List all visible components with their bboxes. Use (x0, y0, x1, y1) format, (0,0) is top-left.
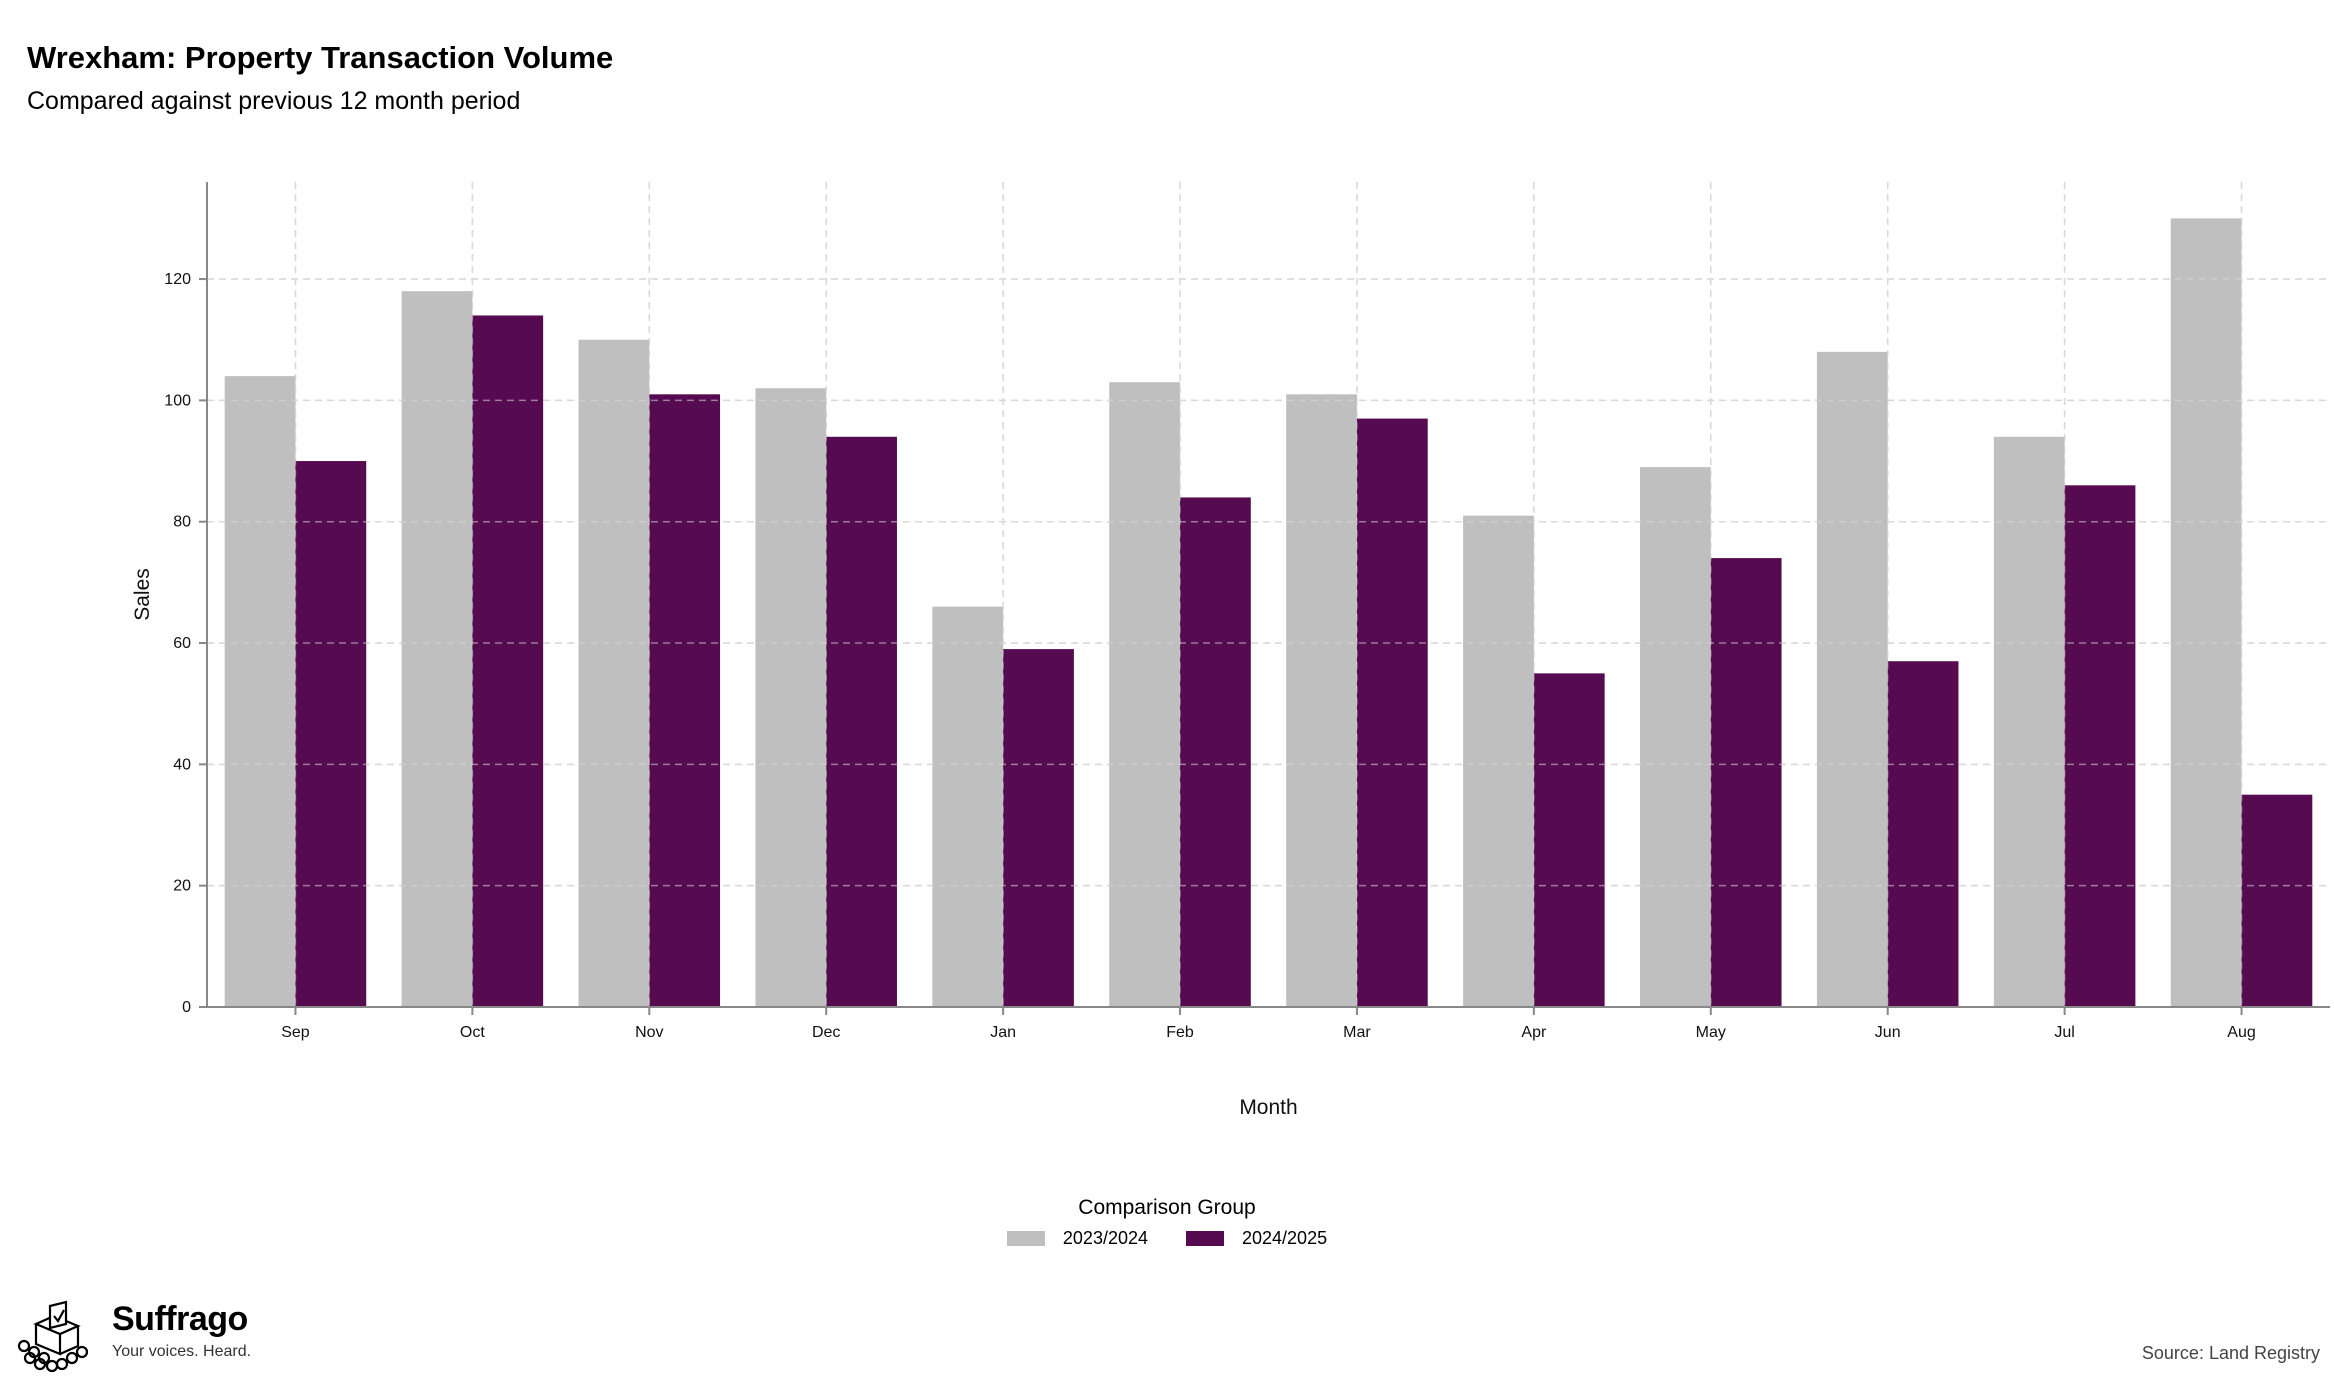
x-tick-label: Mar (1343, 1024, 1371, 1041)
x-tick-label: Oct (460, 1024, 485, 1041)
legend-item-2023-2024: 2023/2024 (1006, 1228, 1148, 1249)
brand-name: Suffrago (112, 1300, 248, 1338)
bar-2023-2024-jan (932, 606, 1004, 1007)
y-tick-label: 100 (164, 392, 191, 409)
axes (199, 182, 2330, 1015)
legend: Comparison Group 2023/2024 2024/2025 (0, 1196, 2334, 1249)
bar-2023-2024-jun (1816, 351, 1888, 1008)
bar-2023-2024-dec (755, 388, 827, 1007)
bar-2024-2025-apr (1533, 673, 1605, 1007)
bar-2023-2024-feb (1109, 382, 1181, 1007)
bar-2023-2024-may (1640, 467, 1711, 1007)
x-tick-label: Feb (1166, 1024, 1194, 1041)
bar-2024-2025-mar (1356, 418, 1428, 1007)
x-tick-label: Jul (2054, 1024, 2074, 1041)
x-tick-label: May (1696, 1024, 1726, 1041)
bar-chart: 0 20 40 60 80 100 120 Sep Oct Nov Dec Jan Feb Mar Apr M… (131, 182, 2330, 1119)
bar-2023-2024-jul (1993, 436, 2065, 1007)
legend-label-2023-2024: 2023/2024 (1062, 1228, 1148, 1248)
ballot-box-icon (17, 1300, 89, 1373)
bar-2023-2024-mar (1286, 394, 1357, 1007)
bar-2023-2024-oct (401, 291, 473, 1007)
bar-2024-2025-jun (1887, 661, 1959, 1007)
x-tick-label: Aug (2227, 1024, 2255, 1041)
y-tick-label: 40 (173, 756, 191, 773)
bar-2024-2025-jan (1003, 649, 1074, 1007)
bar-2024-2025-aug (2241, 794, 2313, 1007)
x-tick-label: Jun (1875, 1024, 1901, 1041)
bar-2024-2025-nov (649, 394, 721, 1007)
legend-label-2024-2025: 2024/2025 (1242, 1228, 1328, 1248)
bar-2024-2025-oct (472, 315, 544, 1007)
bar-2023-2024-aug (2170, 218, 2242, 1007)
y-tick-label: 20 (173, 878, 191, 895)
legend-swatch-2023-2024 (1006, 1231, 1045, 1246)
bar-2023-2024-apr (1463, 515, 1534, 1007)
x-tick-label: Nov (635, 1024, 663, 1041)
bar-2023-2024-sep (224, 376, 296, 1007)
y-tick-label: 80 (173, 514, 191, 531)
y-tick-label: 0 (182, 999, 191, 1016)
legend-title: Comparison Group (1078, 1196, 1256, 1219)
tick-labels: 0 20 40 60 80 100 120 Sep Oct Nov Dec Jan Feb Mar Apr M… (164, 271, 2255, 1041)
bar-2024-2025-sep (295, 461, 367, 1007)
y-tick-label: 60 (173, 635, 191, 652)
x-axis-title: Month (1239, 1096, 1297, 1119)
legend-item-2024-2025: 2024/2025 (1186, 1228, 1327, 1249)
x-tick-label: Apr (1521, 1024, 1547, 1041)
x-tick-label: Dec (812, 1024, 840, 1041)
brand-tagline: Your voices. Heard. (112, 1343, 252, 1360)
y-tick-label: 120 (164, 271, 191, 288)
bar-2024-2025-feb (1180, 497, 1251, 1007)
legend-swatch-2024-2025 (1186, 1231, 1224, 1246)
bar-2024-2025-dec (826, 436, 897, 1007)
chart-subtitle: Compared against previous 12 month perio… (27, 87, 521, 115)
bar-2024-2025-jul (2064, 485, 2136, 1007)
bars (207, 182, 2330, 1008)
x-tick-label: Jan (990, 1024, 1016, 1041)
chart-title: Wrexham: Property Transaction Volume (27, 40, 614, 75)
x-tick-label: Sep (281, 1024, 310, 1041)
y-axis-title: Sales (131, 568, 154, 621)
bar-2024-2025-may (1710, 558, 1782, 1007)
bar-2023-2024-nov (578, 339, 650, 1007)
source-note: Source: Land Registry (2141, 1343, 2320, 1363)
brand-logo: Suffrago Your voices. Heard. (14, 1294, 251, 1374)
